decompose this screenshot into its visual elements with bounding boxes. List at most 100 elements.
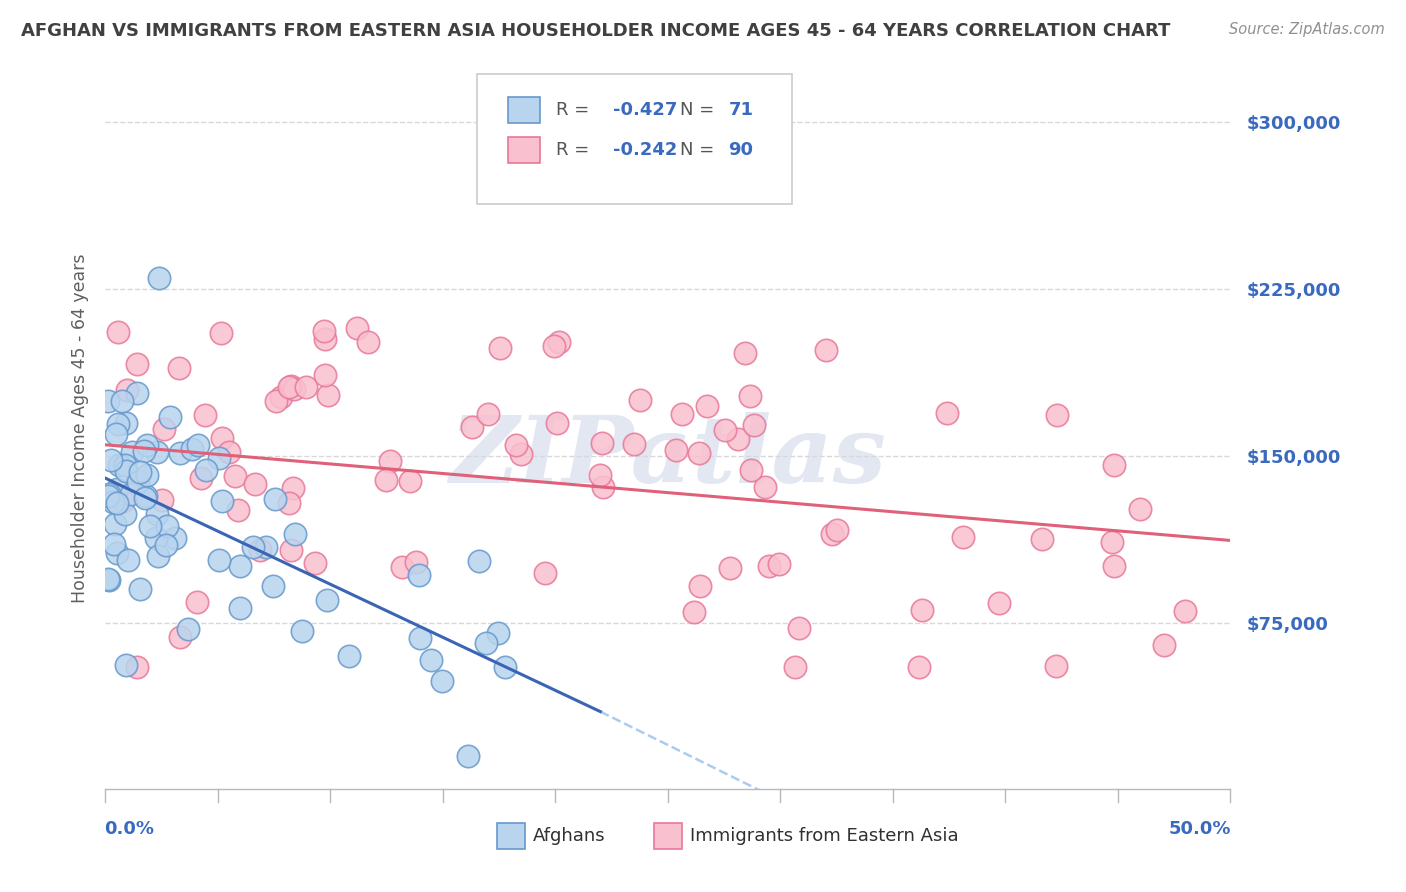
- Point: [277, 380, 299, 394]
- Text: ZIPatlas: ZIPatlas: [450, 412, 886, 502]
- Point: [262, 578, 284, 592]
- Point: [821, 527, 844, 541]
- Point: [125, 660, 148, 674]
- Point: [543, 339, 565, 353]
- Point: [430, 673, 453, 688]
- Point: [468, 554, 491, 568]
- Point: [665, 442, 688, 457]
- Point: [494, 660, 516, 674]
- Point: [592, 480, 614, 494]
- Point: [145, 531, 167, 545]
- Point: [1174, 604, 1197, 618]
- Point: [224, 469, 246, 483]
- Point: [167, 360, 190, 375]
- Point: [169, 446, 191, 460]
- Text: 0.0%: 0.0%: [104, 820, 155, 838]
- Text: Afghans: Afghans: [533, 828, 606, 846]
- Point: [740, 463, 762, 477]
- Point: [243, 476, 266, 491]
- Text: 50.0%: 50.0%: [1168, 820, 1232, 838]
- Point: [408, 568, 430, 582]
- Text: R =: R =: [557, 102, 596, 120]
- Point: [825, 523, 848, 537]
- Point: [952, 530, 974, 544]
- Point: [100, 453, 122, 467]
- Point: [628, 392, 651, 407]
- Point: [683, 605, 706, 619]
- Point: [266, 394, 288, 409]
- Point: [1153, 639, 1175, 653]
- Point: [128, 465, 150, 479]
- Point: [689, 579, 711, 593]
- Text: R =: R =: [557, 141, 596, 159]
- Point: [207, 553, 229, 567]
- Point: [754, 480, 776, 494]
- FancyBboxPatch shape: [508, 137, 540, 163]
- Point: [910, 602, 932, 616]
- Point: [127, 475, 149, 489]
- Point: [105, 546, 128, 560]
- Point: [534, 566, 557, 581]
- Point: [104, 490, 127, 504]
- Point: [280, 379, 302, 393]
- Point: [278, 496, 301, 510]
- Point: [103, 536, 125, 550]
- Point: [127, 358, 149, 372]
- Point: [115, 658, 138, 673]
- Point: [159, 410, 181, 425]
- Point: [420, 653, 443, 667]
- Point: [281, 481, 304, 495]
- Point: [935, 406, 957, 420]
- Point: [505, 438, 527, 452]
- Point: [115, 464, 138, 478]
- Point: [207, 451, 229, 466]
- Point: [112, 493, 135, 508]
- Point: [97, 572, 120, 586]
- Point: [177, 622, 200, 636]
- Point: [346, 321, 368, 335]
- Point: [169, 630, 191, 644]
- Point: [97, 489, 120, 503]
- Point: [312, 324, 335, 338]
- Point: [510, 447, 533, 461]
- Point: [547, 334, 569, 349]
- Point: [211, 432, 233, 446]
- Point: [589, 468, 612, 483]
- Point: [591, 436, 613, 450]
- Point: [314, 368, 336, 382]
- Point: [97, 393, 120, 408]
- Point: [153, 422, 176, 436]
- Point: [734, 346, 756, 360]
- Text: Source: ZipAtlas.com: Source: ZipAtlas.com: [1229, 22, 1385, 37]
- Point: [671, 407, 693, 421]
- Point: [249, 543, 271, 558]
- Point: [295, 380, 318, 394]
- Point: [461, 419, 484, 434]
- Point: [114, 507, 136, 521]
- Point: [1129, 502, 1152, 516]
- Point: [101, 495, 124, 509]
- Point: [727, 432, 749, 446]
- Point: [742, 418, 765, 433]
- Point: [391, 559, 413, 574]
- Point: [117, 553, 139, 567]
- Text: -0.427: -0.427: [613, 102, 678, 120]
- Point: [380, 454, 402, 468]
- Point: [218, 445, 240, 459]
- Point: [254, 540, 277, 554]
- Point: [136, 438, 159, 452]
- Point: [115, 416, 138, 430]
- Text: N =: N =: [681, 102, 720, 120]
- Y-axis label: Householder Income Ages 45 - 64 years: Householder Income Ages 45 - 64 years: [70, 253, 89, 603]
- Point: [107, 417, 129, 431]
- Point: [229, 559, 252, 574]
- Point: [97, 574, 120, 588]
- Point: [105, 496, 128, 510]
- Point: [714, 423, 737, 437]
- Point: [1102, 559, 1125, 574]
- Point: [128, 582, 150, 596]
- Point: [270, 390, 292, 404]
- Point: [187, 438, 209, 452]
- Point: [405, 556, 427, 570]
- Point: [115, 383, 138, 397]
